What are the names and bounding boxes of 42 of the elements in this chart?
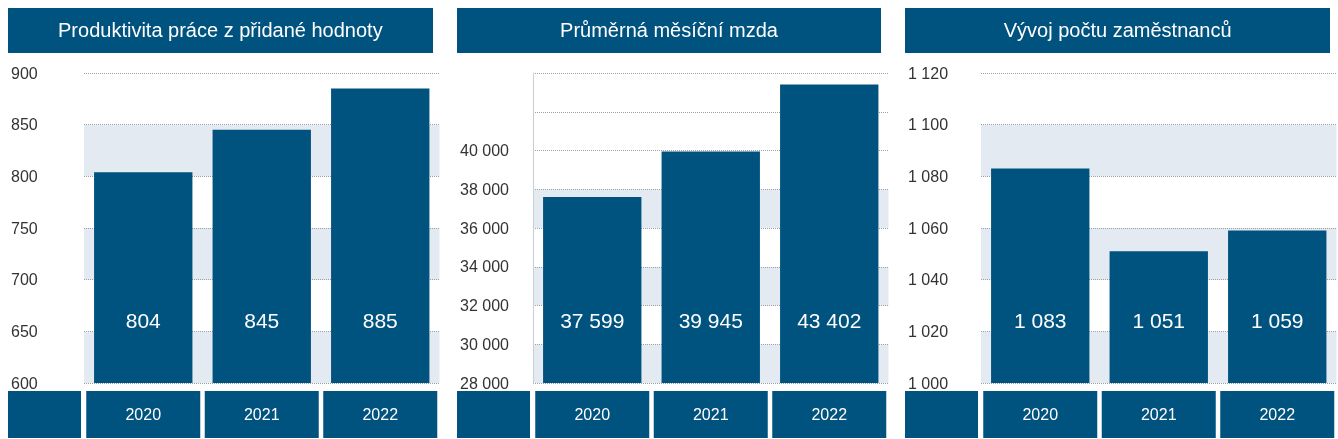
- y-tick-label: 34 000: [459, 258, 509, 276]
- y-tick-label: 700: [11, 271, 38, 289]
- y-tick-label: 900: [11, 64, 38, 82]
- chart-title: Vývoj počtu zaměstnanců: [905, 8, 1331, 53]
- x-tick-label: 2021: [1141, 406, 1177, 423]
- data-label: 1 051: [1132, 309, 1186, 332]
- y-tick-label: 28 000: [459, 374, 509, 392]
- data-label: 37 599: [559, 309, 625, 332]
- y-tick-label: 1 120: [908, 64, 949, 82]
- x-tick-label: 2022: [1259, 406, 1296, 423]
- x-tick-label: 2022: [362, 406, 399, 423]
- x-tick-label: 2021: [692, 406, 729, 423]
- x-tick-label: 2022: [811, 406, 847, 423]
- y-tick-label: 40 000: [459, 142, 509, 159]
- data-label: 1 083: [1014, 309, 1067, 332]
- data-label: 43 402: [796, 309, 862, 332]
- y-tick-label: 650: [11, 322, 38, 340]
- data-label: 804: [125, 309, 162, 332]
- y-tick-label: 1 040: [908, 271, 949, 289]
- x-tick-label: 2020: [125, 406, 162, 423]
- chart-title: Produktivita práce z přidané hodnoty: [8, 8, 433, 53]
- y-tick-label: 32 000: [459, 297, 509, 314]
- y-tick-label: 1 000: [908, 374, 949, 392]
- x-tick-label: 2020: [574, 406, 610, 423]
- data-label: 845: [244, 309, 280, 332]
- y-tick-label: 800: [11, 167, 38, 185]
- y-tick-label: 38 000: [459, 180, 509, 198]
- y-tick-label: 1 100: [908, 116, 949, 134]
- data-label: 39 945: [678, 309, 743, 332]
- y-tick-label: 850: [11, 116, 38, 134]
- y-tick-label: 600: [11, 374, 38, 392]
- y-tick-label: 1 020: [908, 322, 949, 340]
- y-tick-label: 1 080: [908, 167, 949, 185]
- y-tick-label: 36 000: [459, 219, 509, 237]
- y-tick-label: 30 000: [459, 335, 509, 353]
- data-label: 885: [362, 309, 398, 332]
- y-tick-label: 750: [11, 219, 38, 237]
- data-label: 1 059: [1251, 309, 1304, 332]
- x-tick-label: 2020: [1022, 406, 1059, 423]
- chart-title: Průměrná měsíční mzda: [456, 8, 882, 53]
- x-tick-label: 2021: [243, 406, 280, 423]
- y-tick-label: 1 060: [908, 219, 949, 237]
